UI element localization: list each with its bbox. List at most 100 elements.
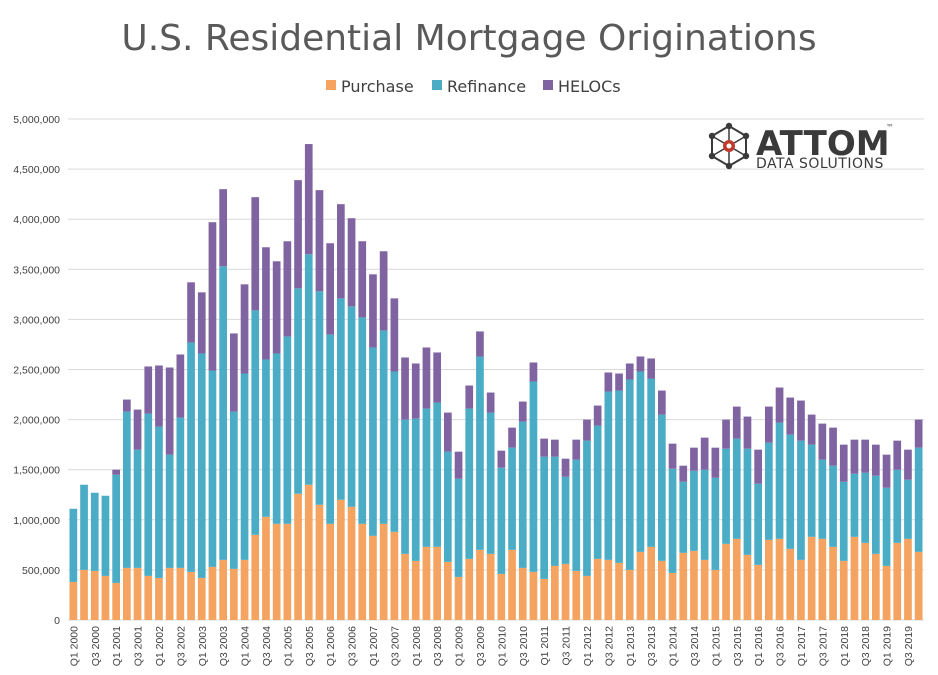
bar-helocs-q1-2009 [454,451,463,479]
bar-refinance-q1-2005 [283,336,292,524]
bar-refinance-q1-2000 [69,508,78,582]
x-tick-label: Q3 2000 [90,626,102,666]
bar-refinance-q4-2007 [401,419,409,554]
bar-refinance-q1-2015 [711,477,720,570]
bar-refinance-q4-2001 [144,413,153,576]
bar-refinance-q1-2010 [497,467,506,574]
bar-purchase-q2-2017 [807,536,816,620]
bar-refinance-q1-2018 [839,481,848,561]
bar-refinance-q1-2002 [155,426,163,578]
bar-refinance-q2-2008 [422,408,431,547]
bar-helocs-q1-2001 [112,469,121,475]
bar-purchase-q2-2014 [679,552,688,620]
bar-helocs-q2-2009 [465,385,474,409]
bar-helocs-q3-2015 [732,406,741,439]
bar-refinance-q4-2010 [529,381,538,572]
x-tick-label: Q3 2015 [732,626,744,666]
bar-refinance-q2-2014 [679,481,688,553]
x-tick-label: Q1 2008 [411,626,423,666]
bar-purchase-q4-2014 [700,559,709,620]
x-tick-label: Q3 2008 [432,626,444,666]
bar-purchase-q3-2004 [262,516,270,620]
x-tick-label: Q1 2004 [240,626,252,666]
x-tick-label: Q3 2006 [347,626,359,666]
bar-purchase-q1-2000 [69,581,78,620]
x-tick-label: Q1 2011 [539,626,551,666]
bar-purchase-q4-2001 [144,575,153,620]
y-tick-label: 0 [54,615,60,627]
x-tick-label: Q1 2003 [197,626,209,666]
bar-helocs-q1-2004 [240,284,249,374]
bar-helocs-q2-2019 [893,440,902,470]
bar-refinance-q3-2005 [304,254,313,485]
bar-purchase-q2-2008 [422,546,431,620]
bar-refinance-q3-2017 [818,459,827,539]
bar-purchase-q3-2008 [433,546,442,620]
bar-purchase-q4-2005 [315,504,324,620]
bar-refinance-q2-2003 [208,370,217,567]
x-tick-label: Q1 2001 [111,626,123,666]
bars [69,144,923,620]
x-tick-label: Q1 2000 [68,626,80,666]
x-tick-label: Q1 2017 [796,626,808,666]
bar-helocs-q3-2003 [219,189,228,267]
bar-refinance-q3-2002 [176,417,185,568]
logo-wordmark: ATTOM [756,124,890,164]
bar-purchase-q3-2005 [304,484,313,620]
bar-purchase-q4-2008 [443,561,452,620]
x-tick-label: Q3 2013 [646,626,658,666]
bar-refinance-q2-2004 [251,310,260,535]
bar-helocs-q3-2006 [347,218,356,307]
bar-refinance-q1-2003 [197,353,206,578]
x-tick-label: Q1 2005 [282,626,294,666]
bar-purchase-q2-2010 [508,549,516,620]
bar-helocs-q4-2008 [443,412,452,452]
x-tick-label: Q3 2002 [175,626,187,666]
bar-purchase-q2-2004 [251,534,260,620]
bar-refinance-q1-2017 [797,440,805,560]
bar-helocs-q1-2013 [625,363,634,380]
network-cube-icon [708,122,750,170]
bar-refinance-q4-2005 [315,291,324,505]
bar-purchase-q2-2003 [208,566,217,620]
bar-helocs-q3-2016 [775,387,784,423]
x-tick-label: Q3 2007 [389,626,401,666]
bar-purchase-q4-2002 [187,571,195,620]
bar-helocs-q1-2008 [411,363,420,419]
bar-helocs-q2-2008 [422,347,431,409]
bar-purchase-q4-2009 [486,553,495,620]
bar-refinance-q1-2012 [583,440,591,576]
bar-helocs-q2-2003 [208,222,217,371]
bar-refinance-q1-2009 [454,478,463,577]
bar-helocs-q1-2010 [497,450,506,468]
bar-helocs-q1-2007 [369,274,377,348]
bar-refinance-q3-2010 [518,421,527,568]
bar-helocs-q3-2009 [476,331,484,357]
bar-helocs-q4-2014 [700,437,709,470]
bar-purchase-q4-2007 [401,553,409,620]
bar-refinance-q2-2016 [764,442,773,540]
bar-purchase-q2-2002 [165,567,174,620]
bar-refinance-q1-2016 [754,483,763,565]
y-tick-label: 2,500,000 [13,365,60,377]
bar-refinance-q1-2019 [882,487,891,566]
legend-swatch-helocs [543,80,553,90]
x-tick-label: Q3 2014 [689,626,701,666]
bar-helocs-q3-2014 [690,447,698,471]
x-tick-label: Q3 2019 [903,626,915,666]
y-axis: 0 500,000 1,000,000 1,500,000 2,000,000 2,500… [13,114,60,627]
bar-purchase-q2-2016 [764,539,773,620]
logo-trademark: ™ [886,123,894,132]
bar-purchase-q3-2011 [561,563,570,620]
bar-helocs-q3-2019 [904,449,912,480]
bar-helocs-q1-2019 [882,454,891,488]
bar-purchase-q3-2017 [818,538,827,620]
x-tick-label: Q1 2002 [154,626,166,666]
x-tick-label: Q1 2012 [582,626,594,666]
bar-helocs-q4-2017 [829,427,837,466]
bar-helocs-q2-2018 [850,439,859,474]
x-tick-label: Q3 2005 [304,626,316,666]
x-tick-label: Q3 2003 [218,626,230,666]
bar-purchase-q4-2013 [657,560,666,620]
